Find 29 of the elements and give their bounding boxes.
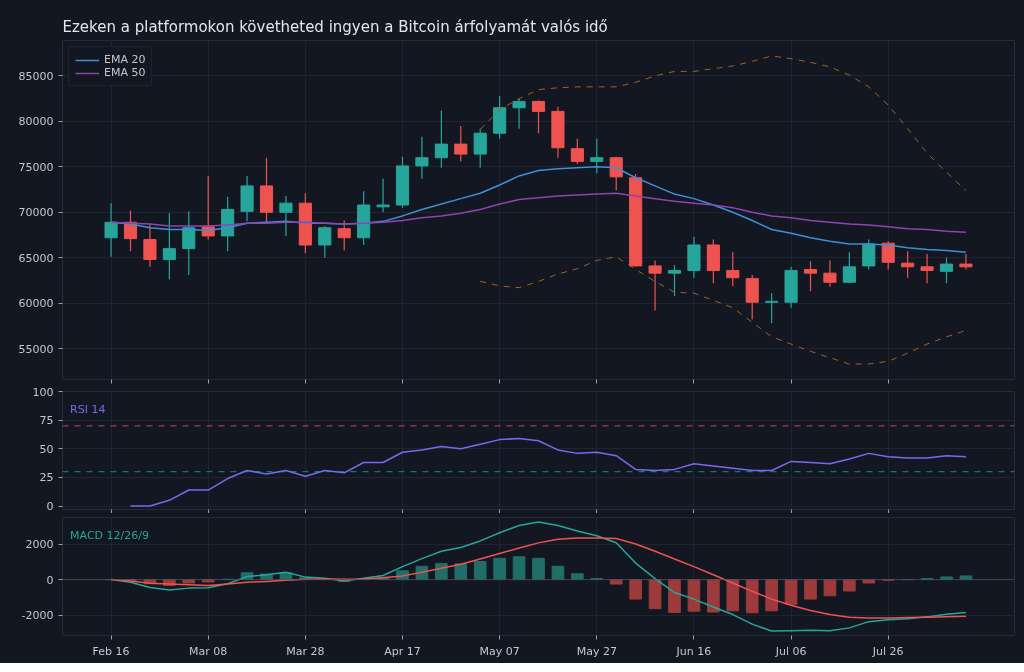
y-tick-label: 100 <box>32 385 54 399</box>
x-tick-label: Jul 26 <box>871 644 904 658</box>
x-tick-label: Apr 17 <box>384 644 421 658</box>
y-tick-label: -2000 <box>21 609 54 623</box>
y-tick-label: 80000 <box>18 115 54 129</box>
y-tick-label: 70000 <box>18 206 54 220</box>
text: MACD 12/26/9 <box>70 529 149 543</box>
legend-label: EMA 20 <box>104 53 146 66</box>
x-tick-label: Mar 08 <box>189 644 228 658</box>
y-tick-label: 0 <box>46 573 54 587</box>
chart-title: Ezeken a platformokon követheted ingyen a Bitcoin árfolyamát valós idő <box>62 17 608 36</box>
x-tick-label: May 07 <box>479 644 520 658</box>
x-tick-label: Feb 16 <box>92 644 130 658</box>
y-tick-label: 2000 <box>25 538 54 552</box>
y-tick-label: 75000 <box>18 160 54 174</box>
y-tick-label: 60000 <box>18 297 54 311</box>
y-tick-label: 85000 <box>18 69 54 83</box>
y-tick-label: 50 <box>39 442 54 456</box>
y-tick-label: 55000 <box>18 342 54 356</box>
y-tick-label: 75 <box>39 414 54 428</box>
x-tick-label: Jun 16 <box>675 644 712 658</box>
x-tick-label: May 27 <box>576 644 617 658</box>
y-tick-label: 0 <box>46 500 54 514</box>
text: RSI 14 <box>70 403 106 417</box>
y-tick-label: 65000 <box>18 251 54 265</box>
legend-label: EMA 50 <box>104 66 146 79</box>
x-tick-label: Mar 28 <box>286 644 325 658</box>
y-tick-label: 25 <box>39 471 54 485</box>
x-tick-label: Jul 06 <box>774 644 807 658</box>
